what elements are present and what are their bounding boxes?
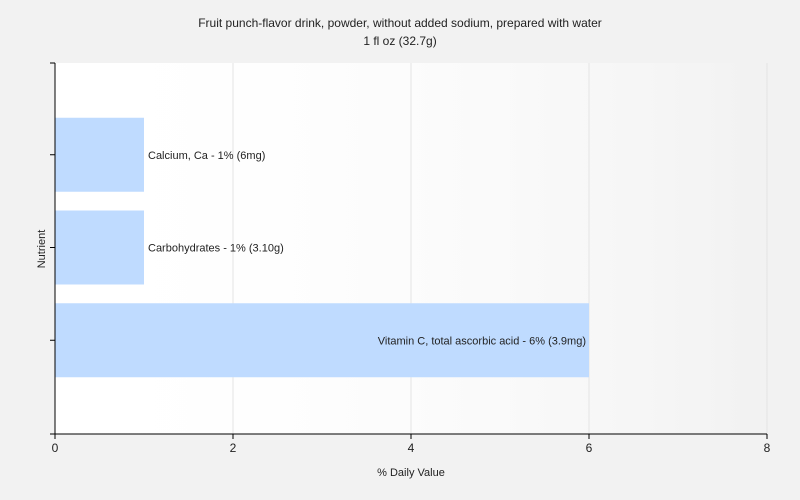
axes [50, 62, 767, 435]
bar [55, 210, 144, 285]
bar-label: Carbohydrates - 1% (3.10g) [148, 243, 284, 255]
y-axis-label: Nutrient [36, 230, 48, 269]
x-tick-label: 6 [586, 441, 593, 455]
bar [55, 117, 144, 192]
bar-labels: Calcium, Ca - 1% (6mg) Carbohydrates - 1%… [148, 150, 586, 348]
bar-label: Calcium, Ca - 1% (6mg) [148, 150, 265, 162]
bar-label: Vitamin C, total ascorbic acid - 6% (3.9… [378, 335, 586, 347]
x-tick-label: 8 [764, 441, 771, 455]
bar [55, 303, 589, 378]
y-ticks [50, 154, 55, 341]
x-tick-label: 2 [230, 441, 237, 455]
x-axis-label: % Daily Value [377, 467, 445, 479]
x-tick-label: 0 [52, 441, 59, 455]
chart-subtitle: 1 fl oz (32.7g) [363, 34, 436, 48]
x-tick-label: 4 [408, 441, 415, 455]
chart-title: Fruit punch-flavor drink, powder, withou… [198, 16, 602, 30]
bars [55, 117, 589, 378]
x-ticks: 0 2 4 6 8 [52, 434, 771, 455]
